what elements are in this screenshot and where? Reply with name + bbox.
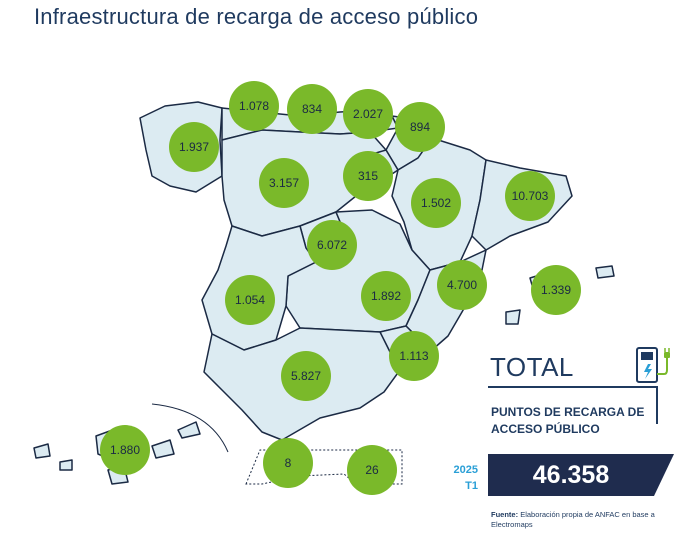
canarias-frame — [151, 403, 229, 453]
value-bubble — [287, 84, 337, 134]
total-period: 2025 T1 — [438, 462, 478, 494]
value-label: 26 — [365, 463, 379, 477]
region-canarias-2 — [59, 459, 73, 471]
value-label: 1.502 — [421, 196, 451, 210]
value-bubble — [169, 122, 219, 172]
source-text: Elaboración propia de ANFAC en base a El… — [491, 510, 655, 529]
value-label: 894 — [410, 120, 430, 134]
total-heading: TOTAL — [490, 352, 574, 382]
total-value: 46.358 — [532, 461, 610, 489]
total-subtitle: PUNTOS DE RECARGA DE ACCESO PÚBLICO — [491, 405, 645, 436]
value-bubble — [395, 102, 445, 152]
value-label: 1.054 — [235, 293, 265, 307]
value-bubble — [100, 425, 150, 475]
value-label: 315 — [358, 169, 378, 183]
value-bubble — [263, 438, 313, 488]
value-label: 834 — [302, 102, 322, 116]
value-label: 5.827 — [291, 369, 321, 383]
source-note: Fuente: Elaboración propia de ANFAC en b… — [491, 510, 681, 530]
region-canarias-1 — [33, 443, 51, 459]
value-bubble — [281, 351, 331, 401]
value-bubble — [531, 265, 581, 315]
value-bubble — [505, 171, 555, 221]
value-bubble — [225, 275, 275, 325]
value-label: 4.700 — [447, 278, 477, 292]
total-divider — [488, 386, 658, 388]
value-label: 3.157 — [269, 176, 299, 190]
total-quarter: T1 — [465, 480, 478, 492]
value-bubble — [229, 81, 279, 131]
value-bubble — [361, 271, 411, 321]
value-label: 1.892 — [371, 289, 401, 303]
value-bubble — [437, 260, 487, 310]
value-bubble — [343, 151, 393, 201]
total-year: 2025 — [453, 464, 478, 476]
value-bubble — [347, 445, 397, 495]
region-baleares-menorca — [595, 265, 615, 279]
value-label: 1.113 — [399, 349, 428, 363]
region-canarias-5 — [151, 439, 175, 459]
value-label: 2.027 — [353, 107, 383, 121]
value-label: 1.339 — [541, 283, 571, 297]
value-bubble — [411, 178, 461, 228]
region-baleares-ibiza — [505, 309, 521, 325]
value-bubble — [343, 89, 393, 139]
value-label: 8 — [285, 456, 292, 470]
region-canarias-6 — [177, 421, 201, 439]
value-bubbles: 1.937 1.078 834 2.027 894 3.157 315 1.502 10.703… — [100, 81, 581, 495]
value-bubble — [389, 331, 439, 381]
total-value-box — [488, 454, 674, 496]
source-label: Fuente: — [491, 510, 519, 519]
total-divider-vertical — [656, 386, 658, 424]
value-label: 1.880 — [110, 443, 140, 457]
page-title: Infraestructura de recarga de acceso púb… — [34, 4, 479, 29]
value-label: 1.937 — [179, 140, 209, 154]
charging-station-icon — [636, 347, 670, 383]
value-bubble — [259, 158, 309, 208]
value-bubble — [307, 220, 357, 270]
value-label: 10.703 — [512, 189, 549, 203]
value-label: 6.072 — [317, 238, 347, 252]
value-label: 1.078 — [239, 99, 269, 113]
